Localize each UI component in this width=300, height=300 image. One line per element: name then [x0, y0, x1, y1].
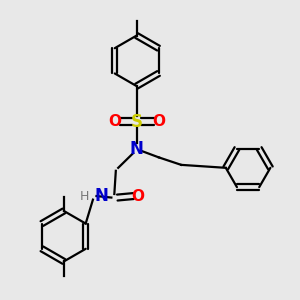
Text: O: O — [152, 114, 165, 129]
Text: O: O — [132, 189, 145, 204]
Text: S: S — [130, 113, 142, 131]
Text: H: H — [80, 190, 89, 202]
Text: N: N — [94, 187, 108, 205]
Text: N: N — [130, 140, 144, 158]
Text: O: O — [108, 114, 121, 129]
